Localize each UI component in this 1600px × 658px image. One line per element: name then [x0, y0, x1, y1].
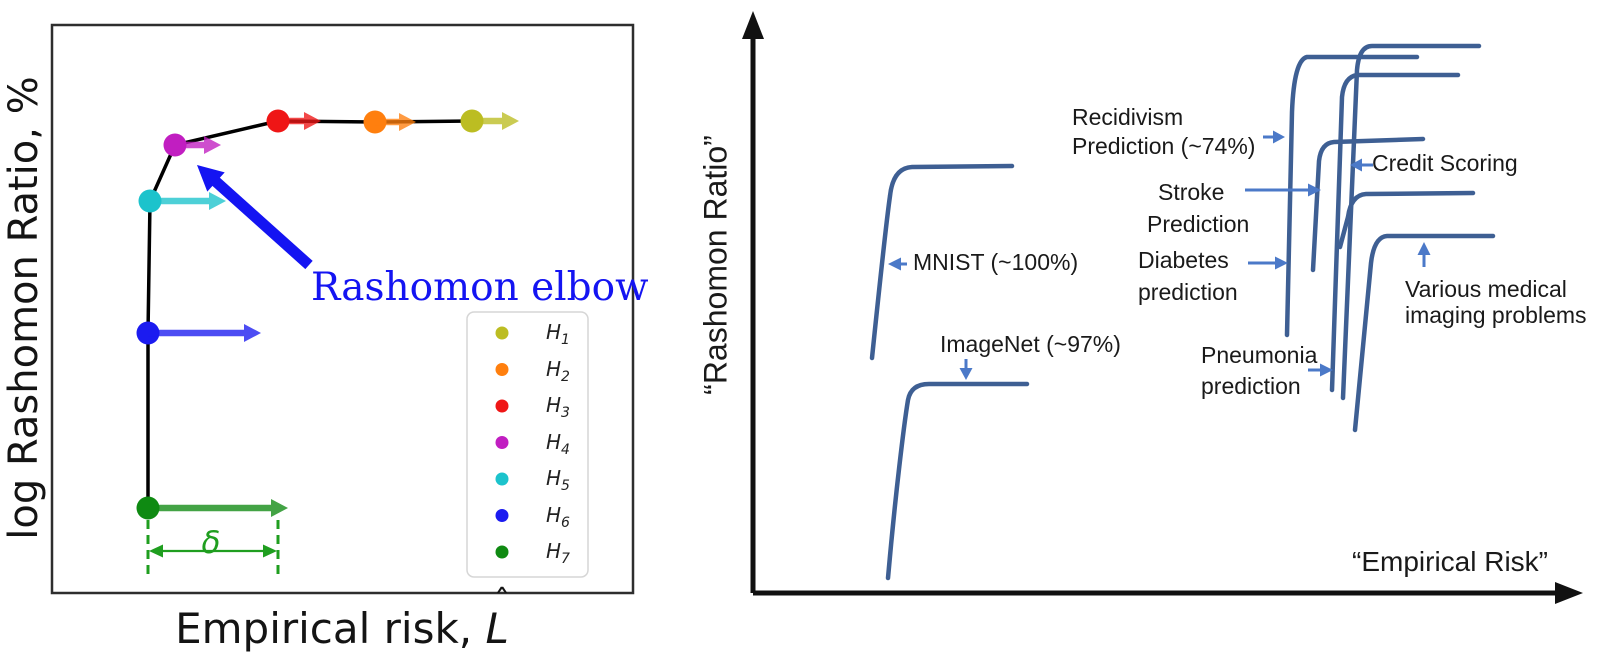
label-stroke-line2: Prediction — [1147, 211, 1250, 237]
label-medical-imaging-line2: imaging problems — [1405, 302, 1587, 328]
label-diabetes-line1: Diabetes — [1138, 247, 1229, 273]
delta-interval-marks — [146, 520, 280, 574]
h7-arrow — [148, 499, 288, 517]
delta-arrowhead-left — [149, 544, 163, 558]
label-recidivism-line2: Prediction (~74%) — [1072, 133, 1256, 159]
legend-item-h5: H5 — [546, 466, 570, 494]
legend-item-h6: H6 — [546, 502, 570, 531]
left-chart-plot — [50, 23, 635, 595]
rashomon-elbow-arrow — [197, 165, 313, 270]
h2-arrow — [375, 113, 416, 131]
legend-item-h4: H4 — [546, 429, 570, 458]
x-label-text: Empirical risk, — [175, 603, 486, 653]
rashomon-elbow-annotation: Rashomon elbow — [311, 265, 649, 310]
legend-item-h1: H1 — [546, 320, 570, 348]
label-mnist: MNIST (~100%) — [913, 249, 1079, 275]
label-credit-scoring: Credit Scoring — [1372, 150, 1518, 176]
label-imagenet: ImageNet (~97%) — [940, 331, 1121, 357]
left-y-axis-label: log Rashomon Ratio, % — [1, 76, 47, 540]
pneumonia-pointer-arrow — [1320, 363, 1333, 377]
h5-arrow — [150, 192, 226, 210]
right-y-axis-label: “Rashomon Ratio” — [697, 135, 734, 395]
curve-top-unlabeled — [1340, 43, 1482, 401]
recidivism-pointer-arrow — [1273, 130, 1285, 144]
label-recidivism-line1: Recidivism — [1072, 104, 1184, 130]
rashomon-curves — [869, 43, 1496, 581]
curve-pneumonia — [1337, 190, 1476, 250]
curve-mnist — [869, 163, 1015, 361]
x-axis-arrowhead — [1555, 582, 1583, 604]
h4-arrow — [175, 136, 221, 154]
legend-dot-h6 — [495, 509, 509, 522]
legend-item-h2: H2 — [546, 356, 570, 385]
legend-dot-h4 — [495, 436, 509, 449]
curve-recidivism — [1284, 54, 1420, 338]
label-pneumonia-line1: Pneumonia — [1201, 342, 1318, 368]
h6-arrow — [148, 324, 261, 342]
curve-imagenet — [885, 381, 1030, 581]
mnist-pointer-arrow — [888, 257, 901, 271]
imagenet-pointer-arrow — [959, 368, 973, 380]
right-x-axis-label: “Empirical Risk” — [1352, 546, 1548, 577]
label-pointers — [888, 130, 1431, 380]
legend-dot-h5 — [495, 472, 509, 486]
h1-arrow — [472, 112, 519, 130]
legend-item-h3: H3 — [546, 393, 570, 421]
curve-stroke-prediction — [1310, 136, 1426, 273]
curve-medical-imaging — [1352, 233, 1496, 433]
legend-box — [466, 311, 589, 578]
label-pneumonia-line2: prediction — [1201, 373, 1301, 399]
legend-dot-h2 — [495, 363, 509, 376]
label-medical-imaging-line1: Various medical — [1405, 276, 1567, 302]
h3-arrow — [278, 112, 321, 130]
diabetes-pointer-arrow — [1275, 256, 1288, 270]
delta-label: δ — [201, 525, 221, 562]
legend-dot-h7 — [495, 545, 509, 559]
right-axes — [742, 11, 1583, 604]
legend-item-h7: H7 — [546, 539, 570, 567]
y-axis-arrowhead — [742, 11, 764, 39]
medical-imaging-pointer-arrow — [1417, 242, 1431, 255]
legend-dot-h3 — [495, 399, 509, 413]
stroke-pointer-arrow — [1308, 183, 1321, 197]
label-diabetes-line2: prediction — [1138, 279, 1238, 305]
label-stroke-line1: Stroke — [1158, 179, 1225, 205]
delta-arrowhead-right — [263, 544, 277, 558]
credit-pointer-arrow — [1350, 158, 1362, 172]
legend-dot-h1 — [495, 326, 509, 340]
right-chart-plot — [742, 11, 1583, 604]
